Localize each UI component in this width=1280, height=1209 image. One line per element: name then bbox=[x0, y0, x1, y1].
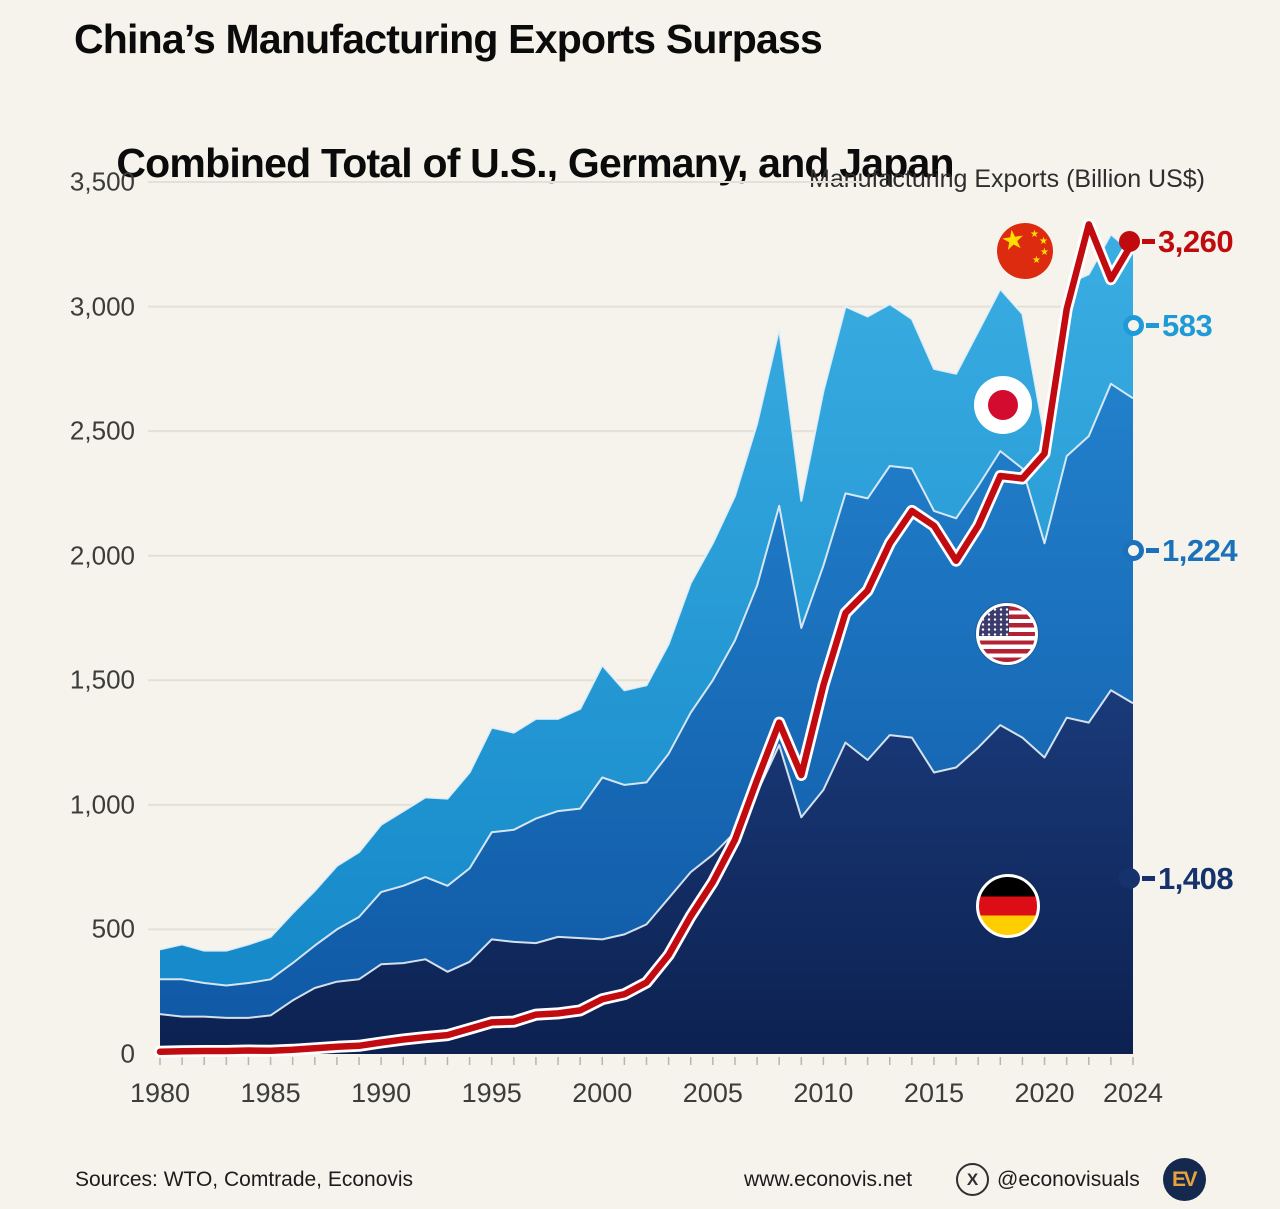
y-tick-label: 2,500 bbox=[69, 415, 135, 446]
x-tick-label: 2005 bbox=[682, 1078, 743, 1108]
x-tick-label: 1985 bbox=[240, 1078, 301, 1108]
sources-text: Sources: WTO, Comtrade, Econovis bbox=[75, 1168, 414, 1191]
x-tick-label: 1980 bbox=[129, 1078, 191, 1108]
econovis-logo: EV bbox=[1163, 1158, 1206, 1201]
china-line bbox=[154, 218, 1139, 1058]
china-flag-small-star: ★ bbox=[1030, 229, 1039, 240]
germany-end-label: 1,408 bbox=[1119, 860, 1234, 897]
end-value-text: 583 bbox=[1162, 307, 1213, 343]
china-flag-small-star: ★ bbox=[1040, 247, 1049, 258]
page-title: China’s Manufacturing Exports Surpass Co… bbox=[74, 8, 955, 256]
x-tick-label: 2015 bbox=[903, 1078, 965, 1108]
x-tick-label: 2020 bbox=[1014, 1078, 1075, 1108]
end-dash bbox=[1146, 323, 1159, 329]
china-line-stroke bbox=[156, 221, 1137, 1056]
china-flag-icon: ★ ★ ★ ★ ★ bbox=[997, 223, 1053, 279]
band-edge bbox=[159, 689, 1134, 1019]
title-line-1: China’s Manufacturing Exports Surpass bbox=[74, 16, 823, 62]
china-flag-big-star: ★ bbox=[998, 223, 1028, 257]
end-dash bbox=[1146, 548, 1159, 554]
x-tick-label: 2000 bbox=[572, 1078, 633, 1108]
website-text: www.econovis.net bbox=[744, 1168, 913, 1191]
germany-flag-icon bbox=[976, 874, 1040, 938]
x-tick-label: 2010 bbox=[793, 1078, 854, 1108]
band-edges bbox=[159, 233, 1134, 1019]
y-tick-label: 1,500 bbox=[69, 664, 135, 695]
end-value-text: 1,408 bbox=[1158, 860, 1234, 896]
japan-flag-sun bbox=[988, 390, 1018, 420]
x-tick-label: 1990 bbox=[351, 1078, 412, 1108]
band-edge bbox=[159, 233, 1134, 952]
x-tick-label: 2024 bbox=[1102, 1078, 1164, 1108]
y-tick-label: 0 bbox=[120, 1038, 135, 1069]
china-end-label: 3,260 bbox=[1119, 223, 1234, 260]
title-line-2: Combined Total of U.S., Germany, and Jap… bbox=[116, 140, 954, 186]
end-dash bbox=[1142, 239, 1155, 245]
x-axis-ticks bbox=[159, 1057, 1134, 1065]
end-dash bbox=[1142, 876, 1155, 882]
social-handle-group: X @econovisuals bbox=[956, 1163, 1140, 1196]
band-edge bbox=[160, 382, 1134, 987]
end-marker-icon bbox=[1119, 231, 1140, 253]
x-twitter-icon: X bbox=[956, 1163, 989, 1196]
end-value-text: 3,260 bbox=[1158, 223, 1234, 259]
china-flag-small-star: ★ bbox=[1032, 255, 1041, 266]
us-flag-icon bbox=[976, 603, 1038, 665]
japan-end-label: 583 bbox=[1123, 307, 1213, 344]
y-tick-label: 2,000 bbox=[69, 540, 135, 571]
japan-flag-icon bbox=[974, 376, 1032, 434]
china-flag-small-star: ★ bbox=[1039, 236, 1048, 247]
germany-area bbox=[160, 690, 1133, 1054]
social-handle-text: @econovisuals bbox=[997, 1167, 1140, 1191]
end-marker-icon bbox=[1123, 540, 1144, 562]
us-flag-canton bbox=[979, 606, 1009, 636]
y-tick-label: 3,000 bbox=[69, 291, 135, 322]
x-tick-label: 1995 bbox=[461, 1078, 522, 1108]
end-value-text: 1,224 bbox=[1162, 532, 1238, 568]
y-tick-label: 3,500 bbox=[69, 166, 135, 197]
end-marker-icon bbox=[1123, 315, 1144, 337]
y-tick-label: 1,000 bbox=[69, 789, 135, 820]
end-marker-icon bbox=[1119, 868, 1140, 890]
legend-label: Manufacturing Exports (Billion US$) bbox=[809, 165, 1205, 193]
y-tick-label: 500 bbox=[91, 913, 135, 944]
united-states-end-label: 1,224 bbox=[1123, 532, 1238, 569]
